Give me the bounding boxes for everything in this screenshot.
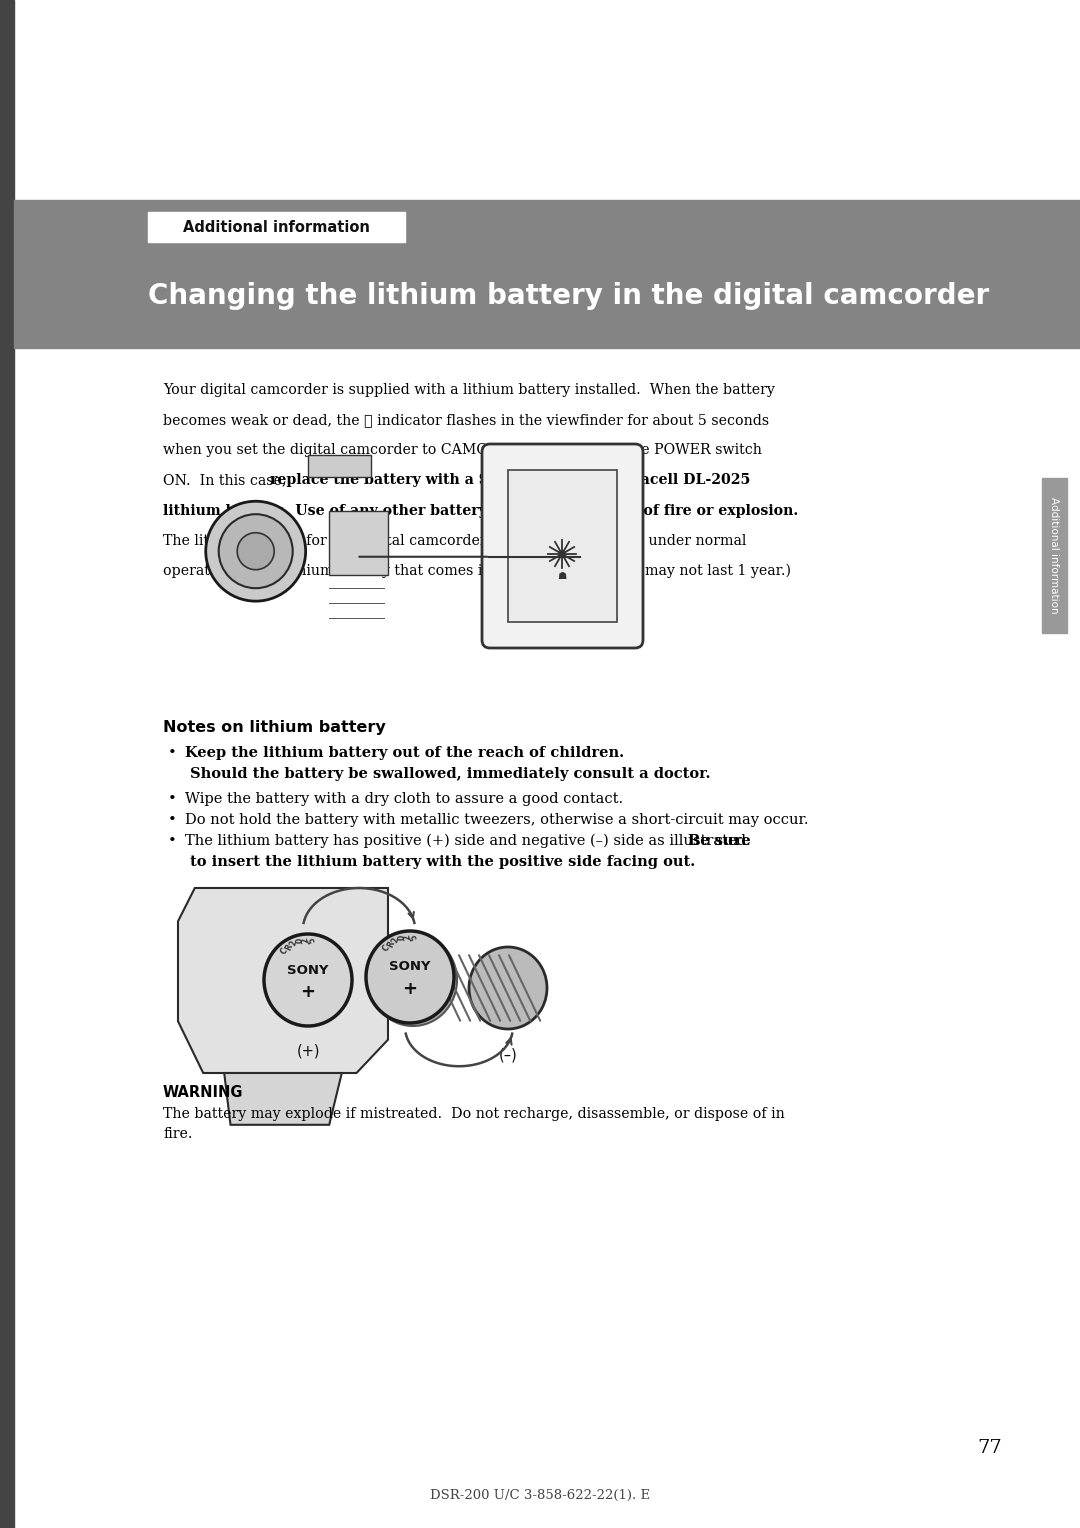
- Text: 77: 77: [977, 1439, 1002, 1458]
- Text: becomes weak or dead, the ☗ indicator flashes in the viewfinder for about 5 seco: becomes weak or dead, the ☗ indicator fl…: [163, 413, 769, 428]
- Text: Do not hold the battery with metallic tweezers, otherwise a short-circuit may oc: Do not hold the battery with metallic tw…: [185, 813, 809, 827]
- Circle shape: [218, 515, 293, 588]
- Text: +: +: [403, 979, 418, 998]
- Bar: [329, 510, 388, 575]
- Text: to insert the lithium battery with the positive side facing out.: to insert the lithium battery with the p…: [190, 856, 696, 869]
- Ellipse shape: [469, 947, 546, 1028]
- Text: operation.  (The lithium battery that comes installed at the factory may not las: operation. (The lithium battery that com…: [163, 564, 791, 578]
- Text: C: C: [279, 947, 289, 957]
- Text: 2: 2: [301, 937, 311, 943]
- Ellipse shape: [264, 934, 352, 1025]
- Text: replace the battery with a Sony CR2025 or Duracell DL-2025: replace the battery with a Sony CR2025 o…: [270, 474, 751, 487]
- Circle shape: [206, 501, 306, 601]
- Text: ☗: ☗: [557, 571, 567, 581]
- Text: Be sure: Be sure: [688, 834, 751, 848]
- Ellipse shape: [267, 937, 355, 1028]
- FancyBboxPatch shape: [482, 445, 643, 648]
- Polygon shape: [225, 1073, 341, 1125]
- Bar: [14, 200, 1080, 348]
- Text: 5: 5: [307, 935, 318, 944]
- Text: 5: 5: [409, 932, 419, 941]
- Ellipse shape: [366, 931, 454, 1024]
- Text: Wipe the battery with a dry cloth to assure a good contact.: Wipe the battery with a dry cloth to ass…: [185, 792, 623, 805]
- Text: Keep the lithium battery out of the reach of children.: Keep the lithium battery out of the reac…: [185, 746, 624, 759]
- Bar: [1042, 478, 1067, 633]
- Circle shape: [559, 552, 565, 558]
- Text: C: C: [381, 944, 392, 953]
- Text: 0: 0: [397, 935, 406, 940]
- Text: WARNING: WARNING: [163, 1085, 243, 1100]
- Text: •: •: [168, 746, 177, 759]
- Text: •: •: [168, 834, 177, 848]
- Text: ON.  In this case,: ON. In this case,: [163, 474, 291, 487]
- Text: SONY: SONY: [389, 961, 431, 973]
- Text: Your digital camcorder is supplied with a lithium battery installed.  When the b: Your digital camcorder is supplied with …: [163, 384, 774, 397]
- Text: Additional information: Additional information: [1049, 497, 1059, 613]
- Text: 2: 2: [391, 937, 401, 944]
- Text: lithium battery.  Use of any other battery may present a risk of fire or explosi: lithium battery. Use of any other batter…: [163, 504, 798, 518]
- Text: Should the battery be swallowed, immediately consult a doctor.: Should the battery be swallowed, immedia…: [190, 767, 711, 781]
- Text: when you set the digital camcorder to CAMCORDER mode with the POWER switch: when you set the digital camcorder to CA…: [163, 443, 761, 457]
- Text: Additional information: Additional information: [184, 220, 370, 234]
- Text: R: R: [283, 943, 294, 952]
- Text: SONY: SONY: [287, 964, 328, 976]
- Text: Changing the lithium battery in the digital camcorder: Changing the lithium battery in the digi…: [148, 283, 989, 310]
- Polygon shape: [178, 888, 388, 1073]
- Text: 0: 0: [295, 938, 305, 943]
- Text: The battery may explode if mistreated.  Do not recharge, disassemble, or dispose: The battery may explode if mistreated. D…: [163, 1106, 785, 1141]
- Bar: [308, 455, 372, 477]
- Ellipse shape: [369, 934, 457, 1025]
- Text: (+): (+): [296, 1044, 320, 1059]
- Text: 2: 2: [403, 934, 413, 940]
- Bar: [508, 471, 617, 622]
- Text: DSR-200 U/C 3-858-622-22(1). E: DSR-200 U/C 3-858-622-22(1). E: [430, 1488, 650, 1502]
- Text: (–): (–): [499, 1047, 517, 1062]
- Bar: [148, 212, 405, 241]
- Text: R: R: [386, 940, 396, 949]
- Text: +: +: [300, 983, 315, 1001]
- Text: Notes on lithium battery: Notes on lithium battery: [163, 720, 386, 735]
- Circle shape: [238, 533, 274, 570]
- Text: •: •: [168, 813, 177, 827]
- Text: 2: 2: [289, 940, 299, 947]
- Bar: [0, 0, 14, 1528]
- Text: The lithium battery has positive (+) side and negative (–) side as illustrated.: The lithium battery has positive (+) sid…: [185, 834, 760, 848]
- Text: •: •: [168, 792, 177, 805]
- Text: The lithium battery for the digital camcorder lasts for about 1 year under norma: The lithium battery for the digital camc…: [163, 533, 746, 547]
